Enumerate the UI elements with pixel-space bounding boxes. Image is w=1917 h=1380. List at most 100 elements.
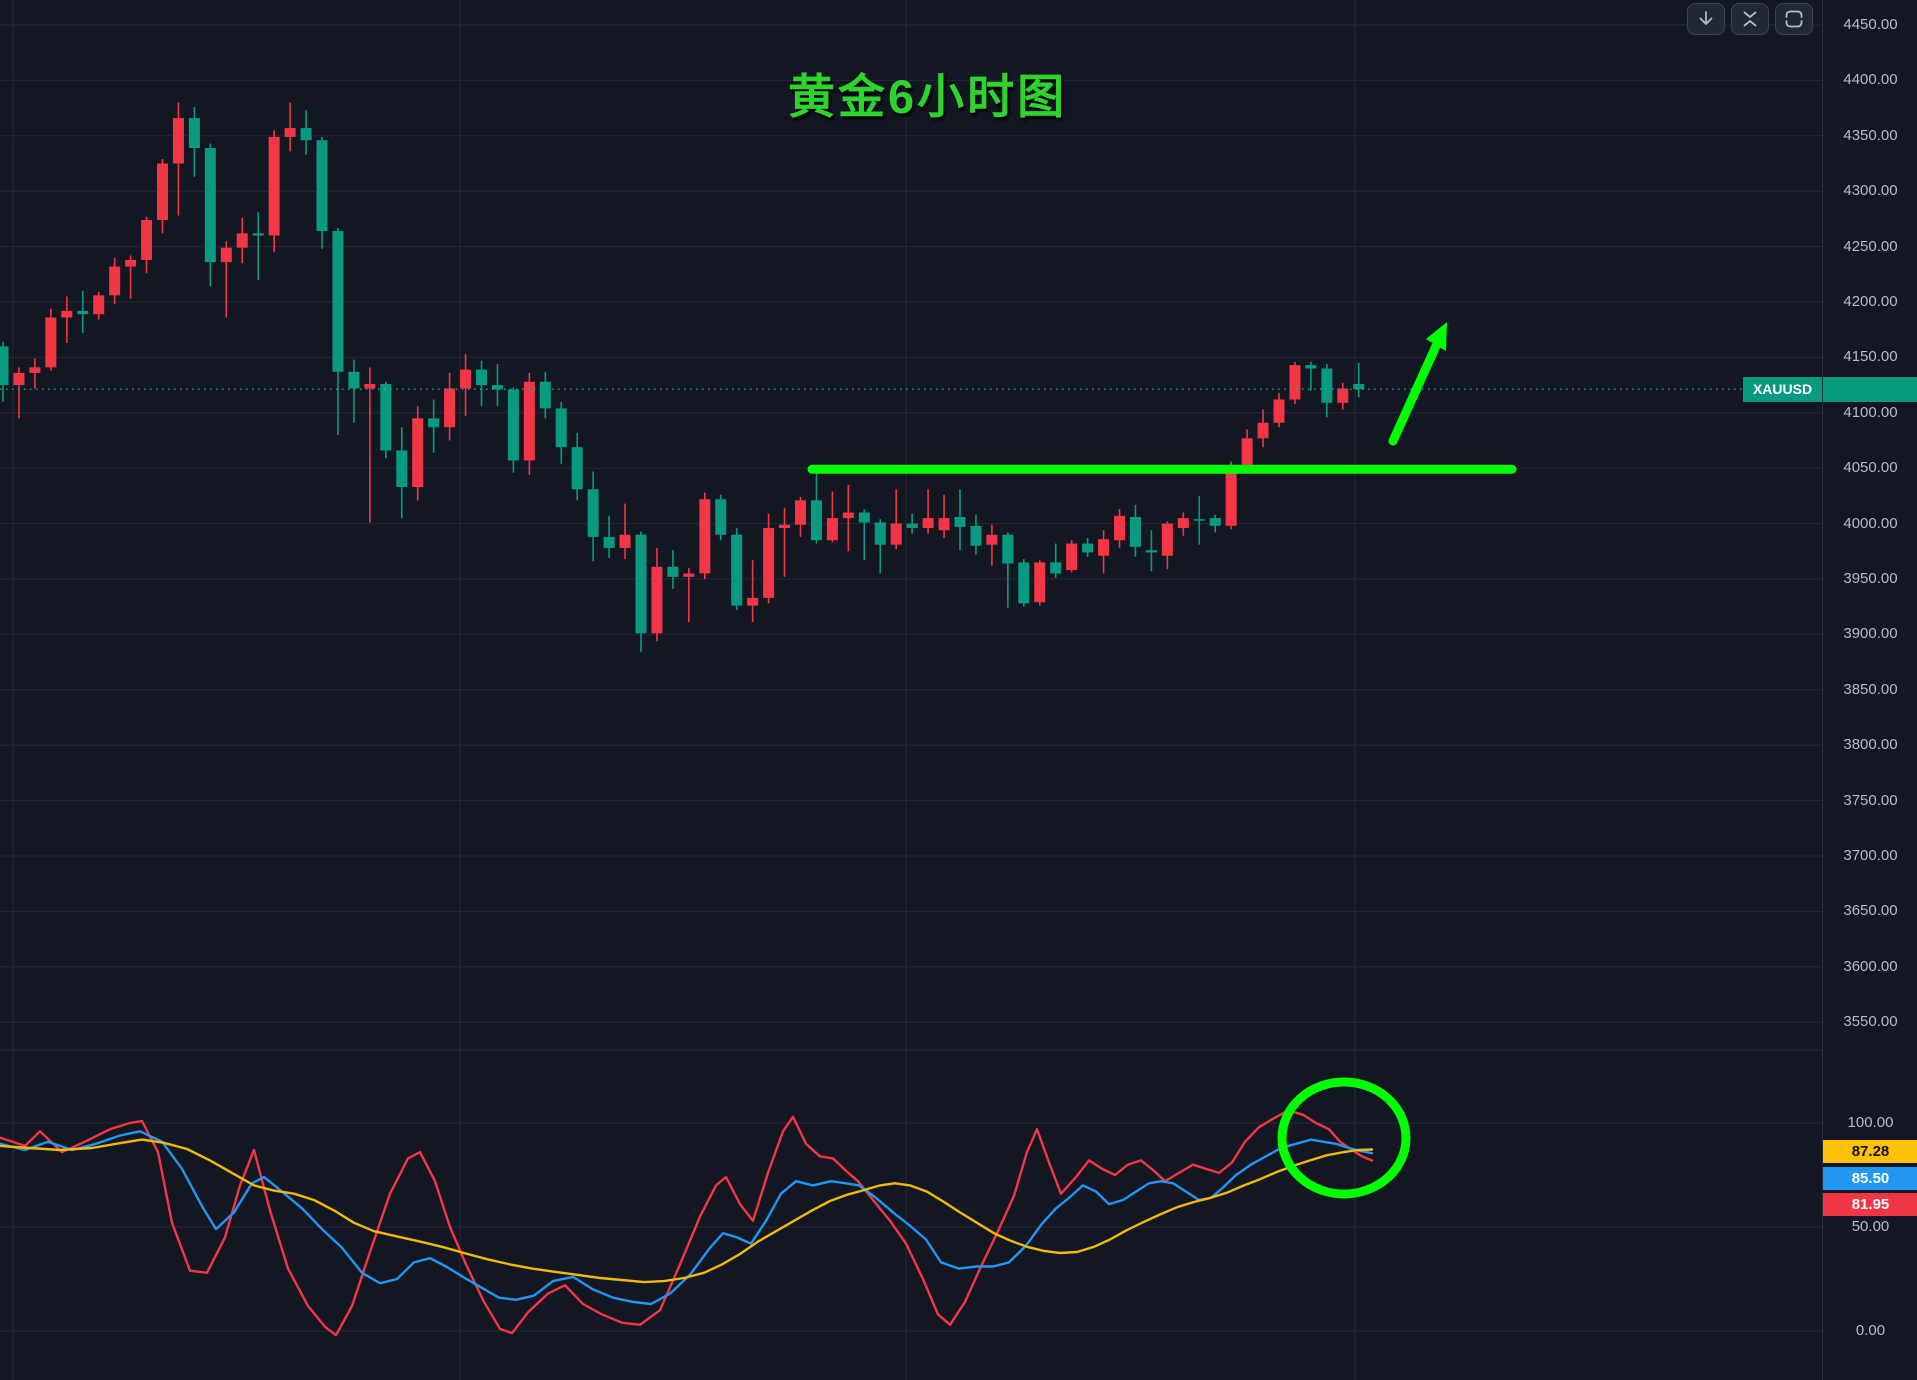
candle-down: [906, 523, 918, 529]
indicator-axis-label: 0.00: [1855, 1322, 1886, 1339]
candle-up: [795, 500, 806, 525]
candle-up: [922, 518, 934, 529]
circle-annotation[interactable]: [1277, 1077, 1411, 1199]
candle-down: [1193, 519, 1205, 521]
collapse-vertical-icon: [1740, 9, 1760, 29]
price-axis-label: 3850.00: [1843, 680, 1898, 698]
candle-down: [539, 381, 551, 409]
chart-toolbar: [1687, 3, 1813, 35]
candle-up: [1273, 399, 1285, 423]
price-axis-label: 3700.00: [1843, 847, 1898, 864]
indicator-axis-label: 100.00: [1847, 1114, 1894, 1131]
candle-up: [699, 499, 711, 574]
candle-down: [1209, 518, 1221, 526]
candle-up: [1066, 543, 1078, 571]
candle-down: [954, 516, 966, 527]
price-axis-label: 3950.00: [1843, 570, 1898, 587]
candle-down: [810, 500, 822, 541]
candle-down: [476, 369, 487, 386]
candle-down: [667, 566, 679, 577]
candle-up: [45, 317, 57, 368]
candle-up: [1289, 365, 1301, 400]
candle-down: [428, 418, 440, 428]
candle-up: [1337, 388, 1349, 403]
candle-down: [300, 128, 312, 141]
candle-down: [1082, 543, 1094, 553]
candle-up: [1257, 422, 1269, 439]
candle-up: [284, 128, 296, 137]
candle-up: [444, 388, 456, 428]
candles-layer[interactable]: [0, 102, 1365, 653]
price-axis-label: 4350.00: [1843, 126, 1898, 144]
candle-up: [1098, 539, 1110, 556]
indicator-value-badge: 81.95: [1823, 1193, 1917, 1216]
candle-up: [141, 220, 153, 260]
candle-down: [1050, 562, 1062, 574]
collapse-pane-button[interactable]: [1731, 3, 1769, 35]
candle-down: [396, 450, 408, 488]
price-axis-label: 3600.00: [1843, 957, 1898, 975]
candle-down: [970, 525, 982, 546]
candle-down: [1321, 368, 1333, 403]
current-price-label: 4121.32: [1823, 377, 1917, 402]
price-axis-label: 4150.00: [1843, 348, 1898, 366]
candle-up: [1114, 515, 1125, 541]
price-axis-label: 3900.00: [1843, 625, 1898, 643]
indicator-line-k: [0, 1130, 1374, 1306]
candle-down: [1353, 383, 1365, 390]
candle-down: [332, 231, 344, 372]
candle-down: [874, 522, 886, 545]
price-axis[interactable]: 4450.00 4400.00 4350.00 4300.00 4250.00 4200.…: [1822, 0, 1917, 1380]
candle-up: [93, 295, 105, 315]
indicator-line-d: [0, 1138, 1374, 1284]
candle-up: [236, 233, 248, 248]
candle-up: [109, 266, 121, 296]
candle-down: [1305, 365, 1317, 369]
candle-up: [268, 136, 280, 236]
candle-up: [1241, 438, 1253, 465]
candle-down: [0, 346, 9, 386]
arrow-down-icon: [1696, 9, 1716, 29]
candle-down: [571, 447, 583, 490]
candle-down: [77, 310, 89, 315]
candle-up: [651, 566, 663, 634]
price-axis-label: 3650.00: [1843, 902, 1898, 920]
candle-up: [157, 163, 168, 221]
candle-down: [1129, 516, 1141, 547]
candle-up: [523, 381, 535, 461]
price-axis-label: 3750.00: [1843, 791, 1898, 809]
candle-up: [29, 367, 41, 373]
price-axis-label: 4200.00: [1843, 293, 1898, 310]
candle-up: [1034, 562, 1046, 603]
maximize-pane-button[interactable]: [1775, 3, 1813, 35]
candle-up: [13, 372, 25, 386]
candle-down: [348, 371, 360, 389]
price-axis-label: 3800.00: [1843, 736, 1898, 754]
price-axis-label: 4400.00: [1843, 71, 1898, 89]
candle-up: [412, 418, 424, 488]
candle-up: [826, 518, 838, 541]
indicator-axis-label: 50.00: [1851, 1218, 1890, 1235]
chart-title-annotation: 黄金6小时图: [788, 70, 1068, 123]
price-axis-label: 3550.00: [1843, 1013, 1898, 1031]
up-arrow-annotation[interactable]: [1388, 341, 1441, 446]
candle-up: [220, 247, 232, 263]
candle-up: [1225, 464, 1237, 526]
price-axis-label: 4050.00: [1843, 459, 1898, 477]
candle-up: [683, 573, 695, 577]
candle-down: [507, 389, 519, 461]
candle-up: [890, 523, 902, 545]
candle-up: [172, 118, 184, 164]
candle-up: [1177, 518, 1189, 529]
arrow-down-button[interactable]: [1687, 3, 1725, 35]
price-axis-label: 4250.00: [1843, 237, 1898, 255]
candle-down: [635, 534, 647, 634]
candle-up: [1161, 523, 1173, 556]
candle-down: [1018, 562, 1030, 604]
candle-down: [316, 140, 328, 232]
candle-down: [555, 408, 567, 448]
candle-down: [1145, 550, 1157, 553]
candle-up: [779, 524, 791, 529]
